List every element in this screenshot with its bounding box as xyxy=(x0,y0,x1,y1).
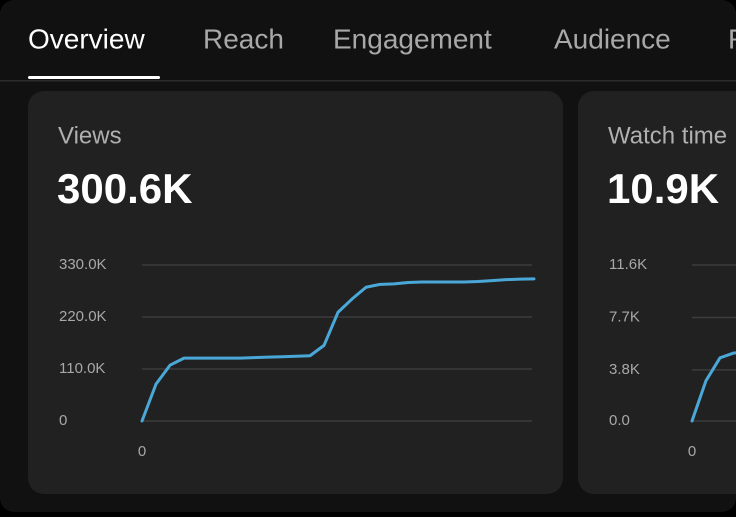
card-value: 10.9K xyxy=(607,165,719,212)
y-tick-label: 7.7K xyxy=(609,308,640,325)
x-tick-label: 0 xyxy=(138,443,146,460)
tab[interactable]: Overview xyxy=(28,23,145,54)
data-line xyxy=(690,351,736,423)
y-tick-label: 220.0K xyxy=(59,308,107,325)
y-tick-label: 3.8K xyxy=(609,361,640,378)
y-tick-label: 110.0K xyxy=(59,360,105,377)
y-tick-label: 0 xyxy=(59,412,67,429)
card-title: Watch time xyxy=(608,122,727,149)
data-line xyxy=(140,277,536,423)
tab[interactable]: Reach xyxy=(203,23,284,54)
y-tick-label: 0.0 xyxy=(609,412,630,429)
y-tick-label: 330.0K xyxy=(59,256,107,273)
y-tick-label: 11.6K xyxy=(609,256,647,273)
x-tick-label: 0 xyxy=(688,443,696,460)
tab[interactable]: Engagement xyxy=(333,23,492,54)
card-value: 300.6K xyxy=(57,165,192,212)
active-tab-indicator xyxy=(28,76,160,79)
tab-divider xyxy=(0,80,736,82)
tab[interactable]: Audience xyxy=(554,23,671,54)
card-title: Views xyxy=(58,122,122,149)
tab[interactable]: R xyxy=(728,23,736,54)
metric-card[interactable] xyxy=(578,91,736,494)
metric-card[interactable] xyxy=(28,91,563,494)
